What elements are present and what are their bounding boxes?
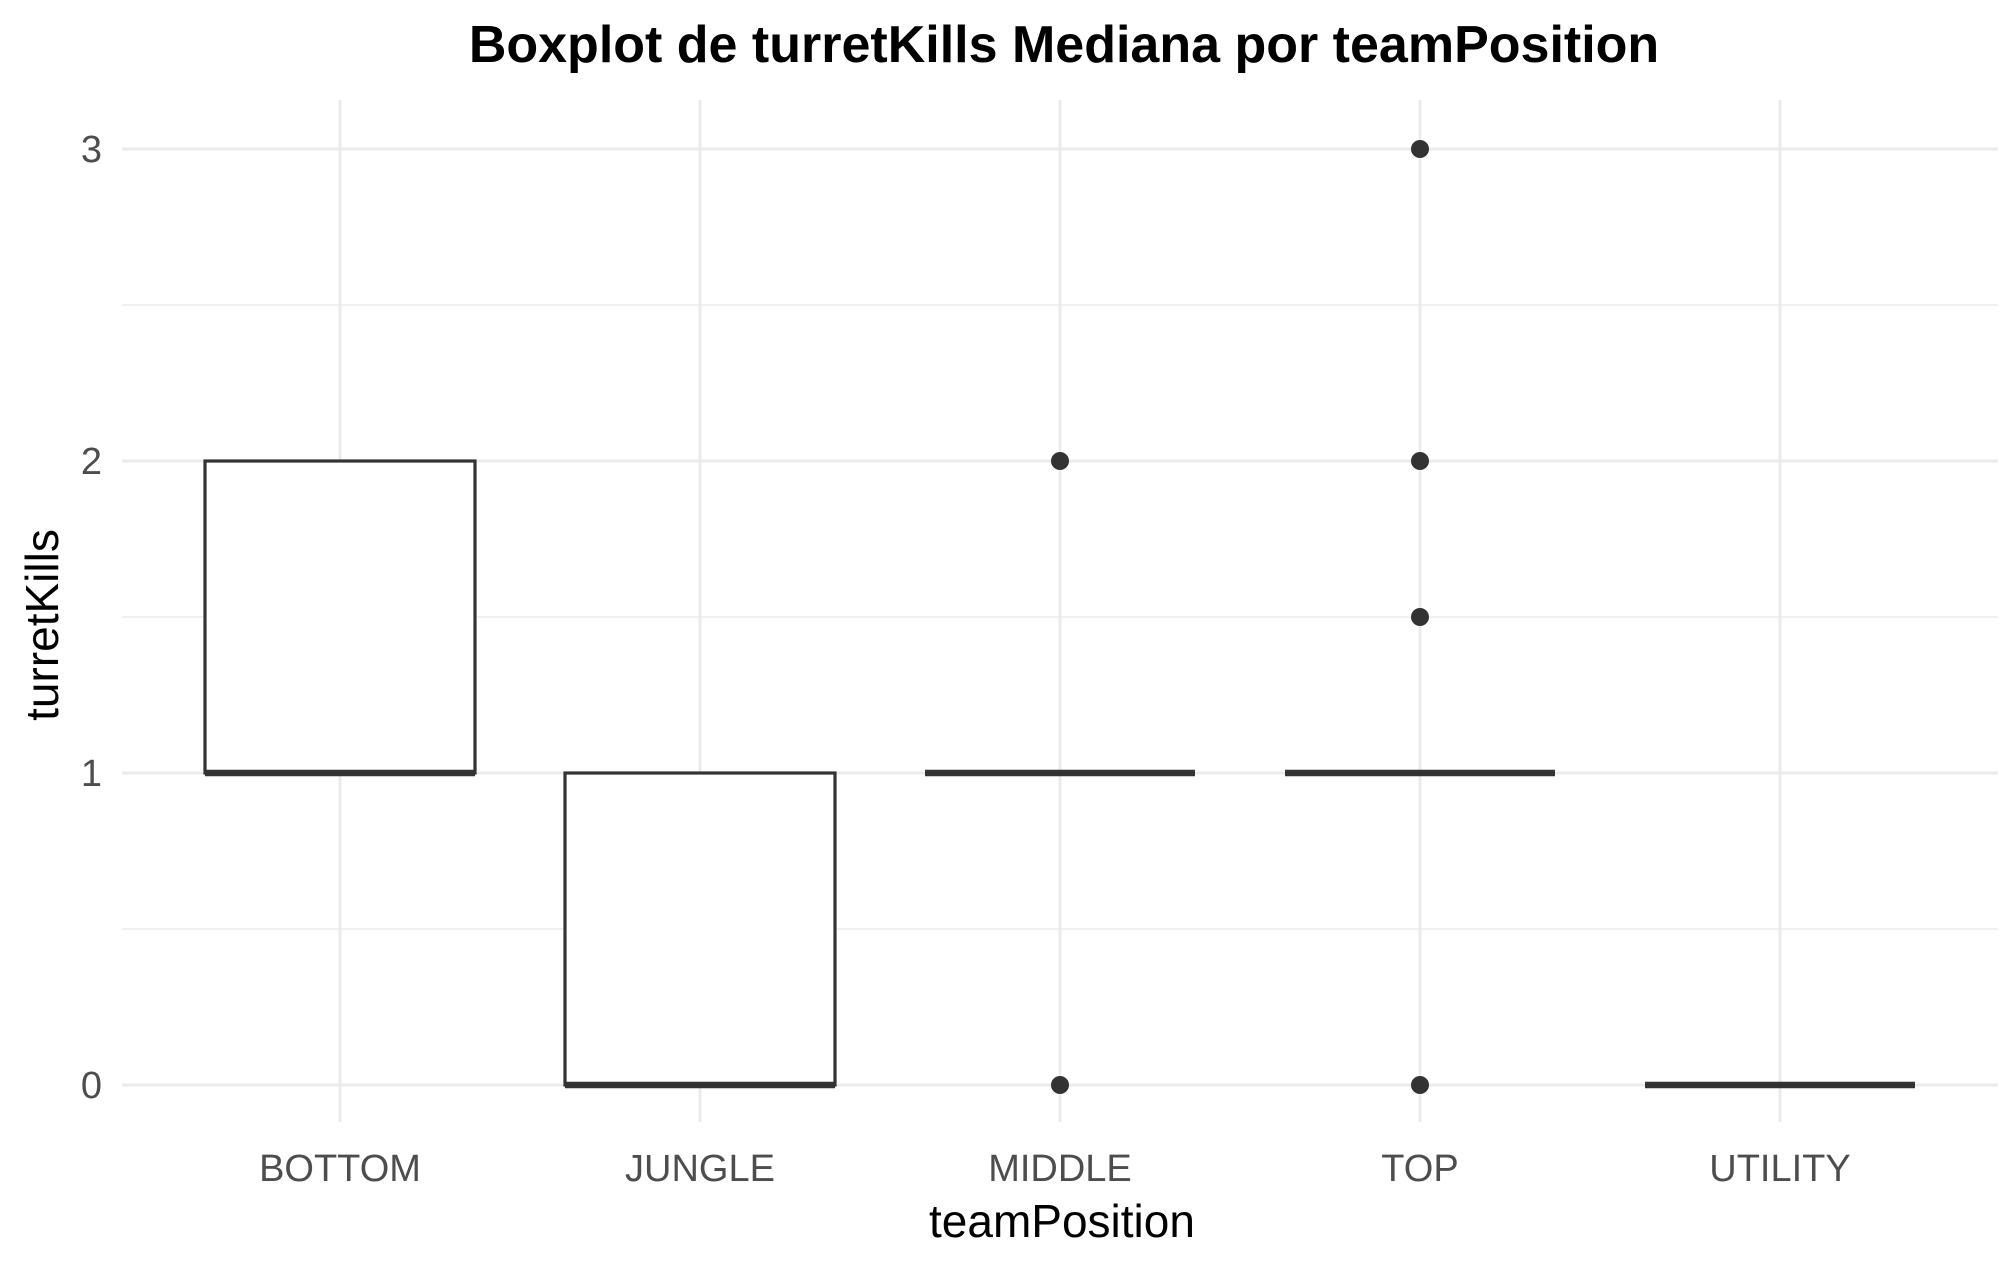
y-tick-label: 1 (81, 753, 102, 795)
x-tick-label: BOTTOM (259, 1148, 421, 1190)
outlier-point (1411, 608, 1429, 626)
box-iqr (203, 459, 477, 775)
x-axis-title: teamPosition (929, 1195, 1195, 1247)
outlier-point (1051, 452, 1069, 470)
outlier-point (1411, 452, 1429, 470)
y-tick-label: 0 (81, 1065, 102, 1107)
y-axis-title: turretKills (16, 529, 68, 721)
boxes (203, 140, 1915, 1094)
x-tick-label: JUNGLE (625, 1148, 775, 1190)
y-tick-label: 3 (81, 129, 102, 171)
x-tick-label: UTILITY (1709, 1148, 1850, 1190)
x-tick-label: MIDDLE (988, 1148, 1132, 1190)
tick-labels: 0 1 2 3 BOTTOM JUNGLE MIDDLE TOP UTILITY (81, 129, 1851, 1190)
box-iqr (563, 771, 837, 1087)
chart-title: Boxplot de turretKills Mediana por teamP… (469, 16, 1659, 74)
outlier-point (1411, 140, 1429, 158)
x-tick-label: TOP (1381, 1148, 1458, 1190)
outlier-point (1411, 1076, 1429, 1094)
outlier-point (1051, 1076, 1069, 1094)
y-tick-label: 2 (81, 441, 102, 483)
